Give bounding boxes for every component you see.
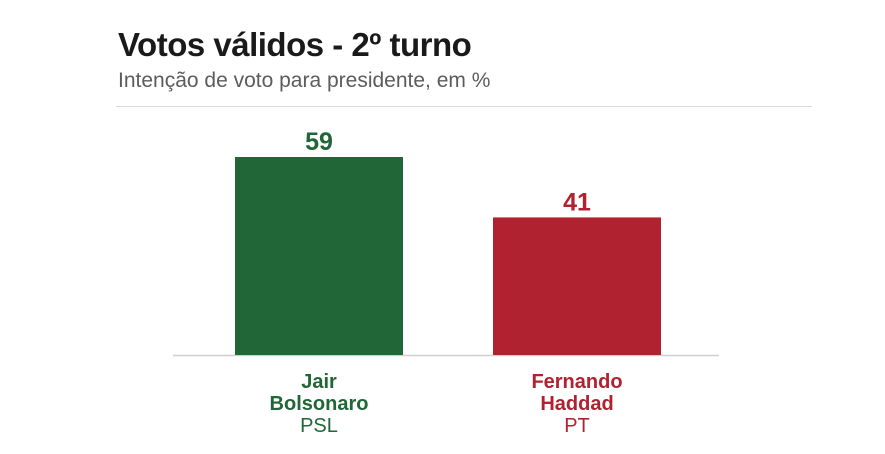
data-label-1: 41: [563, 188, 591, 216]
chart-title: Votos válidos - 2º turno: [118, 26, 472, 63]
header-divider: [116, 106, 812, 107]
category-label-line1-0: Jair: [301, 371, 337, 393]
category-label-line2-0: Bolsonaro: [269, 393, 369, 415]
category-label-line1-1: Fernando: [531, 371, 623, 393]
chart-subtitle: Intenção de voto para presidente, em %: [118, 69, 491, 92]
data-label-0: 59: [305, 128, 333, 156]
category-label-line2-1: Haddad: [540, 393, 614, 415]
party-label-1: PT: [564, 415, 590, 437]
bar-0: [235, 157, 403, 355]
bar-1: [493, 217, 661, 355]
party-label-0: PSL: [300, 415, 338, 437]
